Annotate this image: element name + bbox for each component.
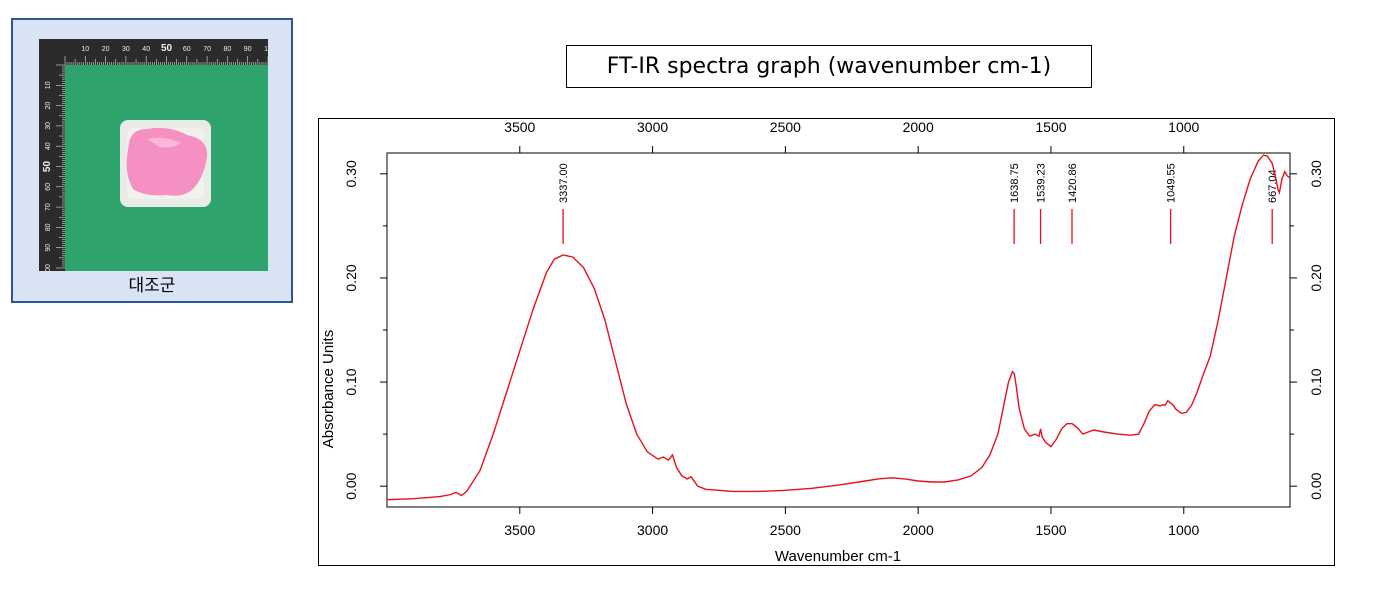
peak-label: 1539.23 [1036, 163, 1048, 203]
plot-box [386, 152, 1291, 508]
x-axis-title: Wavenumber cm-1 [775, 548, 901, 565]
peak-label: 1049.55 [1166, 163, 1178, 203]
x-tick-label-top: 1000 [1168, 119, 1199, 135]
sample-panel: 10 20 30 40 50 60 70 80 90 10 10 20 30 40 50 60 70 80 90 0… [11, 18, 293, 303]
x-axis-bottom: 3500 3000 2500 2000 1500 1000 [504, 507, 1200, 538]
x-tick-label-bottom: 3500 [504, 522, 535, 538]
peak-label: 1638.75 [1009, 163, 1021, 203]
pink-gel-sample [126, 127, 208, 196]
x-tick-label-bottom: 2000 [903, 522, 934, 538]
ruler-top-label: 60 [183, 46, 191, 53]
x-tick-label-bottom: 1000 [1168, 522, 1199, 538]
peak-markers: 3337.00 1638.75 1539.23 1420.86 1049.55 667.0… [558, 163, 1279, 244]
x-tick-label-top: 3500 [504, 119, 535, 135]
ruler-left-label: 90 [45, 244, 52, 252]
ruler-left-label: 00 [45, 264, 52, 271]
ftir-chart: 3500 3000 2500 2000 1500 1000 3500 3000 2500 200… [320, 119, 1324, 565]
ruler-top-label: 70 [203, 46, 211, 53]
y-tick-label-right: 0.30 [1308, 160, 1324, 187]
y-tick-label-right: 0.00 [1308, 472, 1324, 499]
x-tick-label-bottom: 1500 [1035, 522, 1066, 538]
y-tick-label-right: 0.10 [1308, 368, 1324, 395]
ruler-left-ticks: 10 20 30 40 50 60 70 80 90 00 [42, 64, 65, 271]
x-axis-top: 3500 3000 2500 2000 1500 1000 [504, 119, 1200, 153]
ruler-left-label: 10 [45, 81, 52, 89]
x-tick-label-top: 2500 [770, 119, 801, 135]
y-axis-left: 0.00 0.10 0.20 0.30 [343, 160, 387, 500]
spectrum-line [386, 154, 1291, 501]
x-tick-label-bottom: 2500 [770, 522, 801, 538]
ruler-top [39, 39, 268, 65]
peak-label: 1420.86 [1067, 163, 1079, 203]
ruler-left-label: 60 [45, 183, 52, 191]
ruler-left [39, 39, 65, 271]
ruler-top-label: 80 [224, 46, 232, 53]
chart-title: FT-IR spectra graph (wavenumber cm-1) [566, 45, 1092, 88]
y-tick-label-left: 0.00 [343, 472, 359, 499]
ruler-left-label: 50 [42, 161, 53, 173]
ruler-top-label: 90 [244, 46, 252, 53]
ruler-left-label: 80 [45, 223, 52, 231]
ruler-left-label: 70 [45, 203, 52, 211]
ruler-left-label: 40 [45, 142, 52, 150]
x-tick-label-top: 1500 [1035, 119, 1066, 135]
sample-caption: 대조군 [128, 276, 176, 295]
y-tick-label-right: 0.20 [1308, 264, 1324, 291]
y-axis-right: 0.00 0.10 0.20 0.30 [1290, 160, 1324, 500]
x-tick-label-top: 3000 [637, 119, 668, 135]
ruler-top-label: 50 [161, 43, 173, 54]
ruler-top-label: 10 [81, 46, 89, 53]
ruler-top-label: 20 [102, 46, 110, 53]
y-tick-label-left: 0.30 [343, 160, 359, 187]
peak-label: 3337.00 [558, 163, 570, 203]
ruler-left-label: 30 [45, 122, 52, 130]
chart-frame: 3500 3000 2500 2000 1500 1000 3500 3000 2500 200… [318, 118, 1335, 566]
y-tick-label-left: 0.10 [343, 368, 359, 395]
ruler-top-ticks: 10 20 30 40 50 60 70 80 90 10 [64, 43, 268, 65]
ruler-left-label: 20 [45, 102, 52, 110]
sample-photo: 10 20 30 40 50 60 70 80 90 10 10 20 30 40 50 60 70 80 90 0… [39, 39, 268, 271]
y-tick-label-left: 0.20 [343, 264, 359, 291]
ruler-top-label: 30 [122, 46, 130, 53]
y-axis-title: Absorbance Units [320, 330, 337, 448]
gel-highlight [147, 137, 181, 148]
ruler-top-label: 10 [264, 46, 268, 53]
ruler-top-label: 40 [142, 46, 150, 53]
x-tick-label-top: 2000 [903, 119, 934, 135]
x-tick-label-bottom: 3000 [637, 522, 668, 538]
